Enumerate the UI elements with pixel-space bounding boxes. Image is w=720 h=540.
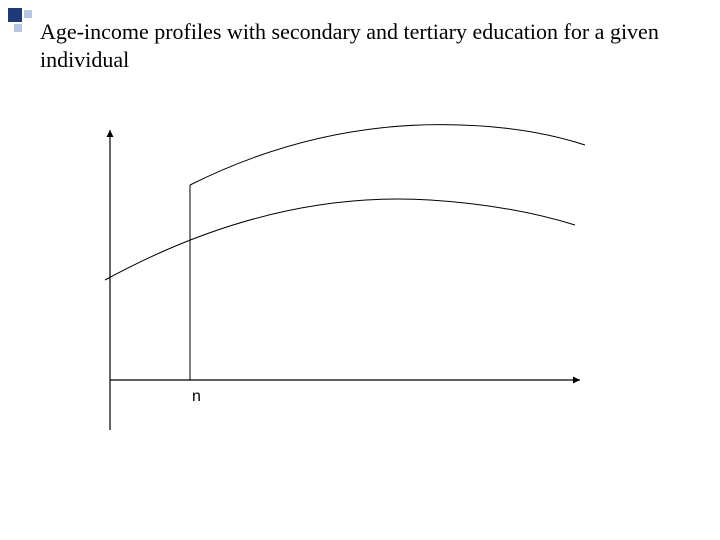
age-income-chart: n — [60, 100, 620, 460]
slide-bullet-decoration — [8, 8, 36, 22]
slide-title: Age-income profiles with secondary and t… — [40, 18, 700, 73]
slide: Age-income profiles with secondary and t… — [0, 0, 720, 540]
n-label: n — [192, 388, 201, 406]
curve-tertiary — [190, 125, 585, 185]
chart-svg — [60, 100, 620, 460]
curve-secondary — [105, 199, 575, 280]
bullet-small-2 — [14, 24, 22, 32]
bullet-small-1 — [24, 10, 32, 18]
bullet-large — [8, 8, 22, 22]
